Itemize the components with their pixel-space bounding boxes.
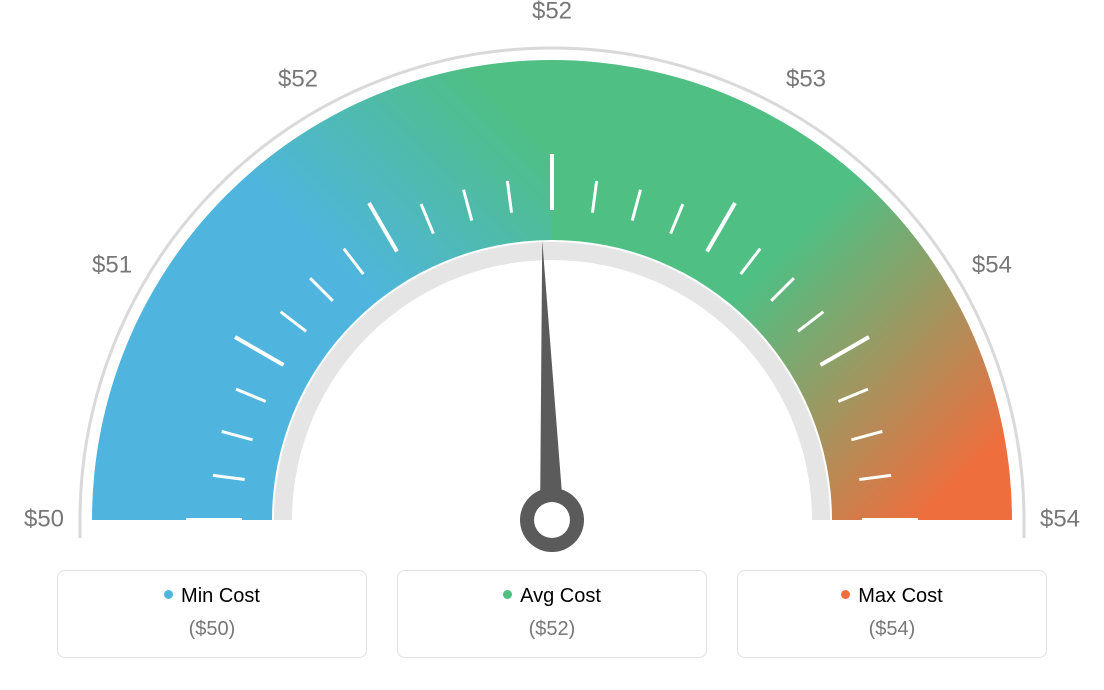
svg-text:$54: $54 [972,251,1012,278]
legend-value-avg: ($52) [408,618,696,641]
legend-dot-min [164,590,173,599]
svg-text:$53: $53 [786,65,826,92]
legend-card-avg: Avg Cost ($52) [397,570,707,658]
legend-row: Min Cost ($50) Avg Cost ($52) Max Cost (… [0,570,1104,658]
legend-label-avg: Avg Cost [520,585,601,607]
svg-text:$50: $50 [24,505,64,532]
legend-title-avg: Avg Cost [408,585,696,608]
gauge-chart: $50 $51 $52 $52 $53 $54 $54 [0,0,1104,560]
legend-card-max: Max Cost ($54) [737,570,1047,658]
svg-text:$52: $52 [278,65,318,92]
legend-value-max: ($54) [748,618,1036,641]
svg-text:$52: $52 [532,0,572,24]
legend-label-min: Min Cost [181,585,260,607]
legend-title-max: Max Cost [748,585,1036,608]
svg-text:$54: $54 [1040,505,1080,532]
svg-text:$51: $51 [92,251,132,278]
legend-title-min: Min Cost [68,585,356,608]
legend-card-min: Min Cost ($50) [57,570,367,658]
gauge-svg: $50 $51 $52 $52 $53 $54 $54 [0,0,1104,560]
legend-label-max: Max Cost [858,585,942,607]
legend-value-min: ($50) [68,618,356,641]
legend-dot-avg [503,590,512,599]
legend-dot-max [841,590,850,599]
